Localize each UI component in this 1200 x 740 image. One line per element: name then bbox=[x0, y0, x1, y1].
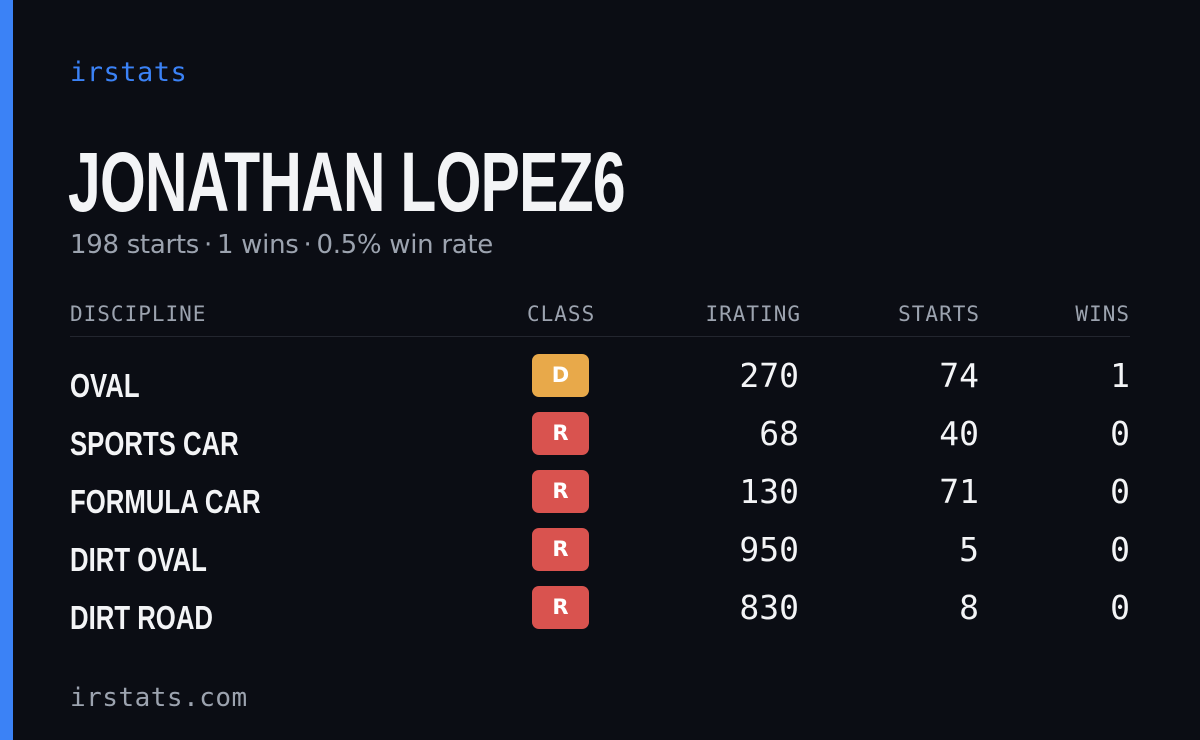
class-badge: R bbox=[532, 470, 589, 513]
discipline-name: SPORTS CAR bbox=[70, 425, 239, 462]
irating-value: 830 bbox=[739, 588, 799, 627]
starts-value: 74 bbox=[939, 356, 979, 395]
driver-name: JONATHAN LOPEZ6 bbox=[68, 135, 626, 229]
win-rate: 0.5% win rate bbox=[316, 230, 493, 260]
header-starts: STARTS bbox=[898, 302, 980, 326]
class-badge: R bbox=[532, 528, 589, 571]
header-class: CLASS bbox=[527, 302, 596, 326]
class-badge: R bbox=[532, 412, 589, 455]
wins-value: 0 bbox=[1110, 414, 1130, 453]
brand-logo[interactable]: irstats bbox=[70, 57, 188, 88]
wins-value: 0 bbox=[1110, 588, 1130, 627]
table-row: DIRT OVAL R 950 5 0 bbox=[70, 528, 1130, 586]
separator: · bbox=[204, 230, 212, 260]
starts-value: 8 bbox=[959, 588, 979, 627]
irating-value: 270 bbox=[739, 356, 799, 395]
class-badge: R bbox=[532, 586, 589, 629]
starts-value: 5 bbox=[959, 530, 979, 569]
table-row: DIRT ROAD R 830 8 0 bbox=[70, 586, 1130, 644]
header-wins: WINS bbox=[1075, 302, 1130, 326]
discipline-name: OVAL bbox=[70, 367, 140, 404]
starts-value: 40 bbox=[939, 414, 979, 453]
table-row: SPORTS CAR R 68 40 0 bbox=[70, 412, 1130, 470]
wins-value: 0 bbox=[1110, 530, 1130, 569]
discipline-name: FORMULA CAR bbox=[70, 483, 261, 520]
table-row: FORMULA CAR R 130 71 0 bbox=[70, 470, 1130, 528]
driver-summary: 198 starts · 1 wins · 0.5% win rate bbox=[70, 228, 493, 262]
irating-value: 950 bbox=[739, 530, 799, 569]
wins-value: 1 bbox=[1110, 356, 1130, 395]
header-discipline: DISCIPLINE bbox=[70, 302, 207, 326]
class-badge: D bbox=[532, 354, 589, 397]
irating-value: 130 bbox=[739, 472, 799, 511]
discipline-name: DIRT OVAL bbox=[70, 541, 207, 578]
starts-count: 198 starts bbox=[70, 230, 199, 260]
starts-value: 71 bbox=[939, 472, 979, 511]
table-row: OVAL D 270 74 1 bbox=[70, 354, 1130, 412]
footer-url[interactable]: irstats.com bbox=[70, 683, 248, 713]
wins-count: 1 wins bbox=[216, 230, 299, 260]
accent-bar bbox=[0, 0, 13, 740]
header-divider bbox=[70, 336, 1130, 337]
discipline-name: DIRT ROAD bbox=[70, 599, 213, 636]
header-irating: IRATING bbox=[705, 302, 801, 326]
wins-value: 0 bbox=[1110, 472, 1130, 511]
separator: · bbox=[303, 230, 312, 260]
irating-value: 68 bbox=[759, 414, 799, 453]
